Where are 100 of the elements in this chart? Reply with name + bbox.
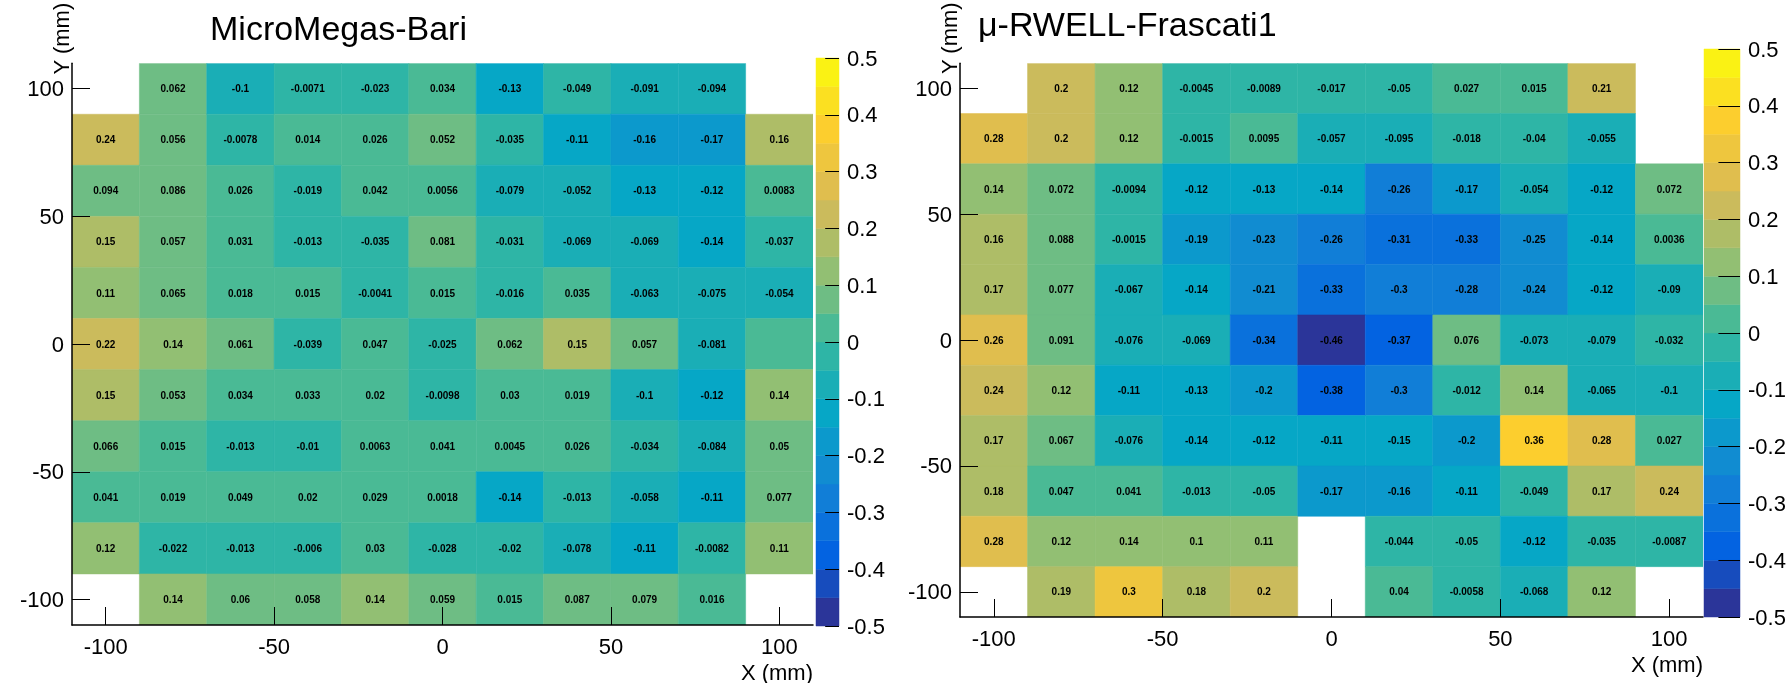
data-label: 0.029 — [362, 491, 389, 503]
data-label: 0.14 — [769, 389, 790, 401]
color-bar-label: 0.5 — [847, 45, 878, 71]
data-label: -0.15 — [1387, 435, 1411, 447]
data-label: 0.24 — [95, 134, 116, 146]
color-bar-label: 0 — [847, 329, 860, 355]
data-label: 0.027 — [1656, 435, 1683, 447]
data-label: 0.0056 — [427, 185, 459, 197]
data-label: 0.041 — [429, 440, 456, 452]
data-label: -0.37 — [1387, 334, 1411, 346]
color-bar-label: 0.3 — [1748, 150, 1779, 176]
data-label: 0.16 — [769, 134, 790, 146]
data-label: 0.0045 — [494, 440, 526, 452]
data-label: -0.11 — [566, 134, 589, 146]
data-label: -0.17 — [1455, 183, 1479, 195]
data-label: 0.18 — [984, 485, 1004, 497]
data-label: -0.26 — [1320, 233, 1344, 245]
color-bar-label: -0.1 — [847, 386, 885, 412]
y-tick-label: 0 — [939, 327, 952, 353]
data-label: 0.027 — [1454, 82, 1480, 94]
data-label: 0.081 — [429, 236, 456, 248]
y-tick-label: 100 — [915, 75, 952, 101]
data-label: 0.091 — [1048, 334, 1075, 346]
data-label: 0.24 — [1659, 485, 1680, 497]
data-label: -0.0082 — [694, 542, 730, 554]
data-label: -0.11 — [700, 491, 724, 503]
data-label: -0.0098 — [425, 389, 460, 401]
data-label: 0.16 — [984, 233, 1004, 245]
data-label: 0.28 — [984, 535, 1004, 547]
data-label: -0.3 — [1390, 284, 1409, 296]
data-label: -0.14 — [700, 236, 724, 248]
data-label: 0.3 — [1121, 586, 1137, 598]
data-label: 0.026 — [227, 185, 254, 197]
color-bar-label: 0.2 — [1748, 206, 1779, 232]
data-label: 0.056 — [160, 134, 186, 146]
data-label: -0.067 — [1114, 284, 1144, 296]
data-label: -0.058 — [630, 491, 660, 503]
data-label: 0.03 — [365, 542, 386, 554]
data-label: 0.0095 — [1248, 133, 1280, 145]
data-label: -0.34 — [1252, 334, 1276, 346]
data-label: -0.016 — [495, 287, 525, 299]
data-label: 0.026 — [362, 134, 389, 146]
data-label: -0.091 — [630, 83, 660, 95]
data-label: -0.013 — [563, 491, 592, 503]
data-label: 0.11 — [769, 542, 790, 554]
data-label: -0.0087 — [1652, 535, 1687, 547]
x-tick-label: -100 — [83, 633, 128, 659]
data-label: -0.023 — [360, 83, 390, 95]
data-label: 0.088 — [1048, 233, 1075, 245]
data-label: 0.2 — [1054, 133, 1069, 145]
data-label: -0.025 — [428, 338, 458, 350]
data-label: 0.14 — [1119, 535, 1140, 547]
data-label: -0.11 — [1455, 485, 1479, 497]
data-label: -0.012 — [1452, 384, 1482, 396]
data-label: -0.0015 — [1111, 233, 1147, 245]
data-label: -0.2 — [1255, 384, 1274, 396]
data-label: -0.11 — [1117, 384, 1141, 396]
data-label: 0.15 — [95, 236, 116, 248]
data-label: 0.018 — [227, 287, 254, 299]
data-label: 0.015 — [497, 593, 523, 605]
data-label: -0.054 — [1519, 183, 1549, 195]
data-label: -0.09 — [1657, 284, 1682, 296]
data-label: -0.11 — [1320, 435, 1344, 447]
data-label: -0.079 — [1587, 334, 1617, 346]
data-label: -0.065 — [1587, 384, 1617, 396]
data-label: -0.049 — [563, 83, 592, 95]
data-label: 0.015 — [160, 440, 186, 452]
data-label: -0.12 — [1590, 183, 1614, 195]
data-label: -0.052 — [563, 185, 592, 197]
data-label: 0.28 — [984, 133, 1004, 145]
color-bar-label: 0.2 — [847, 215, 878, 241]
data-label: -0.075 — [697, 287, 727, 299]
x-tick-label: 0 — [1325, 625, 1338, 651]
data-label: 0.015 — [1521, 82, 1548, 94]
data-label: 0.36 — [1524, 435, 1545, 447]
data-label: -0.12 — [1522, 535, 1546, 547]
data-label: -0.12 — [1252, 435, 1276, 447]
data-label: 0.12 — [95, 542, 116, 554]
data-label: -0.12 — [700, 389, 724, 401]
data-label: -0.0045 — [1179, 82, 1214, 94]
data-label: 0.076 — [1454, 334, 1480, 346]
data-label: -0.035 — [360, 236, 390, 248]
data-label: 0.034 — [429, 83, 456, 95]
data-label: -0.0015 — [1179, 133, 1214, 145]
data-label: -0.26 — [1387, 183, 1411, 195]
data-label: 0.12 — [1051, 384, 1072, 396]
data-label: 0.062 — [497, 338, 523, 350]
data-label: 0.015 — [429, 287, 456, 299]
data-label: -0.05 — [1252, 485, 1276, 497]
data-label: 0.047 — [362, 338, 389, 350]
data-label: -0.04 — [1522, 133, 1546, 145]
data-label: -0.14 — [498, 491, 522, 503]
chart-title: MicroMegas-Bari — [210, 9, 467, 47]
data-label: 0.12 — [1051, 535, 1072, 547]
data-label: 0.0063 — [359, 440, 391, 452]
data-label: 0.17 — [984, 435, 1004, 447]
data-label: -0.01 — [296, 440, 320, 452]
data-label: 0.077 — [1048, 284, 1075, 296]
x-tick-label: 0 — [436, 633, 449, 659]
data-label: -0.1 — [635, 389, 654, 401]
